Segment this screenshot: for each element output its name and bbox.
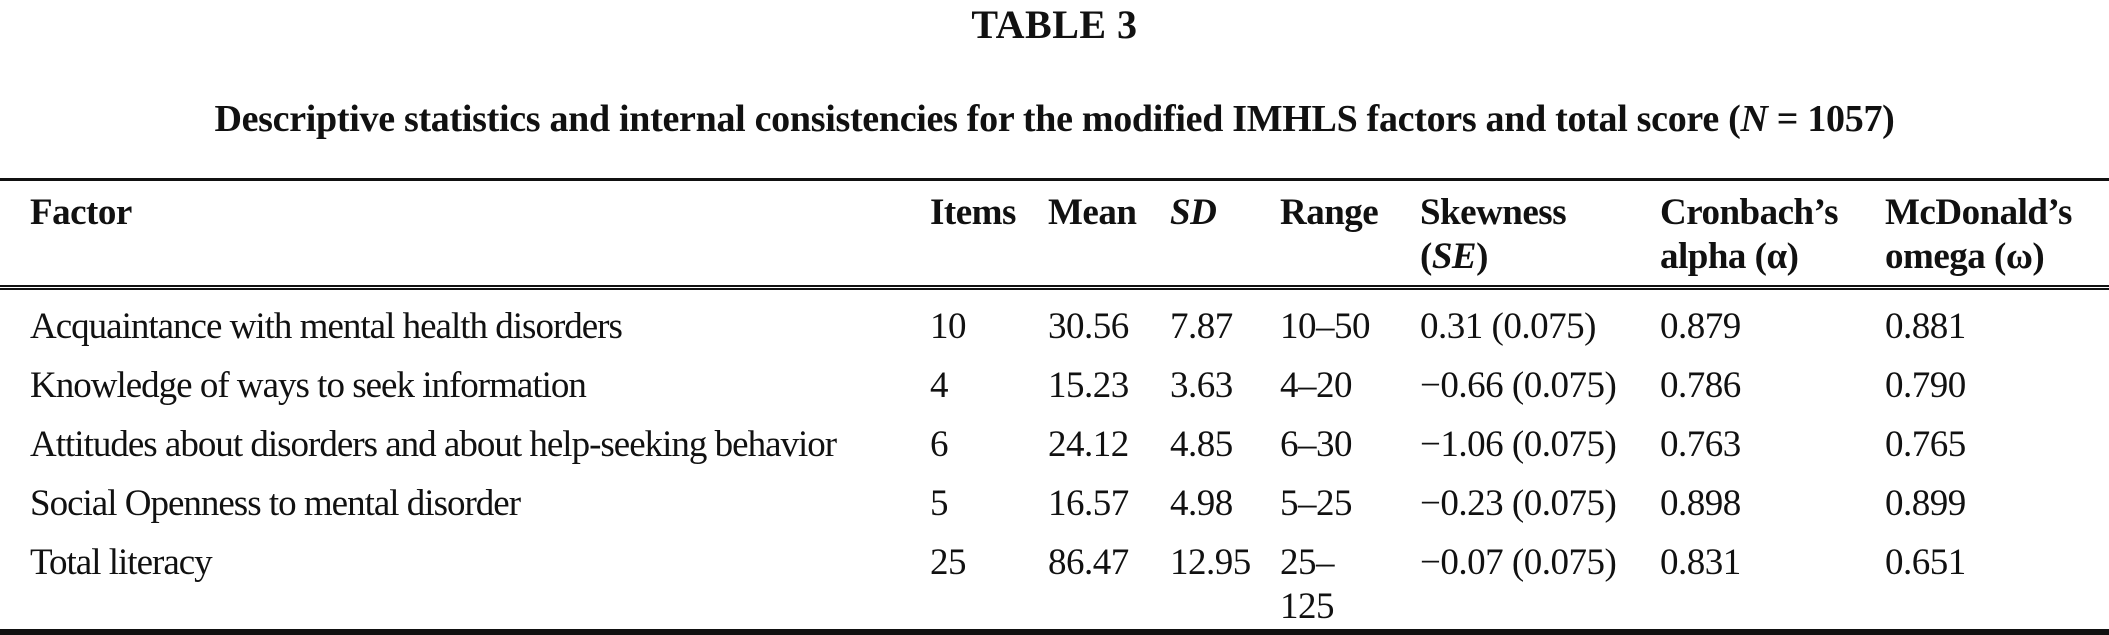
skewness-label-line1: Skewness <box>1420 192 1567 233</box>
cell-sd: 12.95 <box>1170 542 1251 583</box>
cell-cronbach-alpha: 0.786 <box>1660 365 1741 406</box>
cell-mcdonald-omega: 0.651 <box>1885 542 1966 583</box>
cell-skewness: −0.66 (0.075) <box>1420 365 1617 406</box>
cell-factor: Knowledge of ways to seek information <box>30 365 587 406</box>
cell-skewness: −1.06 (0.075) <box>1420 424 1617 465</box>
cronbach-label-line2: alpha (α) <box>1660 236 1799 277</box>
cell-cronbach-alpha: 0.831 <box>1660 542 1741 583</box>
cell-range: 5–25 <box>1280 483 1353 524</box>
cell-mean: 30.56 <box>1048 306 1129 347</box>
stats-table: Factor Items Mean SD Range Skewness (SE) … <box>0 178 2109 635</box>
cell-items: 10 <box>930 306 967 347</box>
header-row: Factor Items Mean SD Range Skewness (SE) … <box>0 179 2109 288</box>
cell-sd: 3.63 <box>1170 365 1233 406</box>
table-row: Knowledge of ways to seek information 4 … <box>0 349 2109 408</box>
cell-items: 5 <box>930 483 949 524</box>
cell-skewness: 0.31 (0.075) <box>1420 306 1596 347</box>
cell-sd: 7.87 <box>1170 306 1233 347</box>
cell-cronbach-alpha: 0.898 <box>1660 483 1741 524</box>
table-row: Acquaintance with mental health disorder… <box>0 288 2109 350</box>
col-header-mcdonald-omega: McDonald’s omega (ω) <box>1885 180 2109 288</box>
mcdonald-label-line1: McDonald’s <box>1885 192 2072 233</box>
col-header-sd: SD <box>1170 192 1217 233</box>
cell-mcdonald-omega: 0.899 <box>1885 483 1966 524</box>
cell-items: 25 <box>930 542 967 583</box>
mcdonald-label-line2: omega (ω) <box>1885 236 2045 277</box>
col-header-mean: Mean <box>1048 192 1137 233</box>
cronbach-label-line1: Cronbach’s <box>1660 192 1838 233</box>
cell-sd: 4.85 <box>1170 424 1233 465</box>
cell-mean: 24.12 <box>1048 424 1129 465</box>
cell-items: 4 <box>930 365 949 406</box>
cell-range: 25–125 <box>1280 542 1335 627</box>
cell-range: 4–20 <box>1280 365 1353 406</box>
skewness-se-open-paren: ( <box>1420 236 1432 277</box>
cell-factor: Total literacy <box>30 542 213 583</box>
col-header-factor: Factor <box>30 192 132 233</box>
cell-mcdonald-omega: 0.881 <box>1885 306 1966 347</box>
table-number-title: TABLE 3 <box>971 2 1138 47</box>
cell-skewness: −0.07 (0.075) <box>1420 542 1617 583</box>
col-header-skewness: Skewness (SE) <box>1420 180 1660 288</box>
skewness-se-close-paren: ) <box>1476 236 1488 277</box>
cell-mean: 86.47 <box>1048 542 1129 583</box>
col-header-items: Items <box>930 192 1016 233</box>
table-caption: Descriptive statistics and internal cons… <box>0 94 2109 144</box>
cell-cronbach-alpha: 0.763 <box>1660 424 1741 465</box>
cell-mean: 15.23 <box>1048 365 1129 406</box>
cell-range: 10–50 <box>1280 306 1371 347</box>
cell-factor: Attitudes about disorders and about help… <box>30 424 837 465</box>
cell-skewness: −0.23 (0.075) <box>1420 483 1617 524</box>
table-row: Total literacy 25 86.47 12.95 25–125 −0.… <box>0 526 2109 632</box>
col-header-cronbach-alpha: Cronbach’s alpha (α) <box>1660 180 1885 288</box>
cell-mcdonald-omega: 0.765 <box>1885 424 1966 465</box>
caption-text-suffix: = 1057) <box>1767 98 1895 140</box>
table-row: Social Openness to mental disorder 5 16.… <box>0 467 2109 526</box>
cell-sd: 4.98 <box>1170 483 1233 524</box>
cell-cronbach-alpha: 0.879 <box>1660 306 1741 347</box>
cell-mcdonald-omega: 0.790 <box>1885 365 1966 406</box>
cell-items: 6 <box>930 424 949 465</box>
caption-n-symbol: N <box>1740 98 1768 140</box>
cell-factor: Acquaintance with mental health disorder… <box>30 306 623 347</box>
caption-text-prefix: Descriptive statistics and internal cons… <box>214 98 1741 140</box>
cell-mean: 16.57 <box>1048 483 1129 524</box>
skewness-se-label: SE <box>1431 236 1477 277</box>
col-header-range: Range <box>1280 192 1379 233</box>
table-row: Attitudes about disorders and about help… <box>0 408 2109 467</box>
cell-factor: Social Openness to mental disorder <box>30 483 521 524</box>
cell-range: 6–30 <box>1280 424 1353 465</box>
